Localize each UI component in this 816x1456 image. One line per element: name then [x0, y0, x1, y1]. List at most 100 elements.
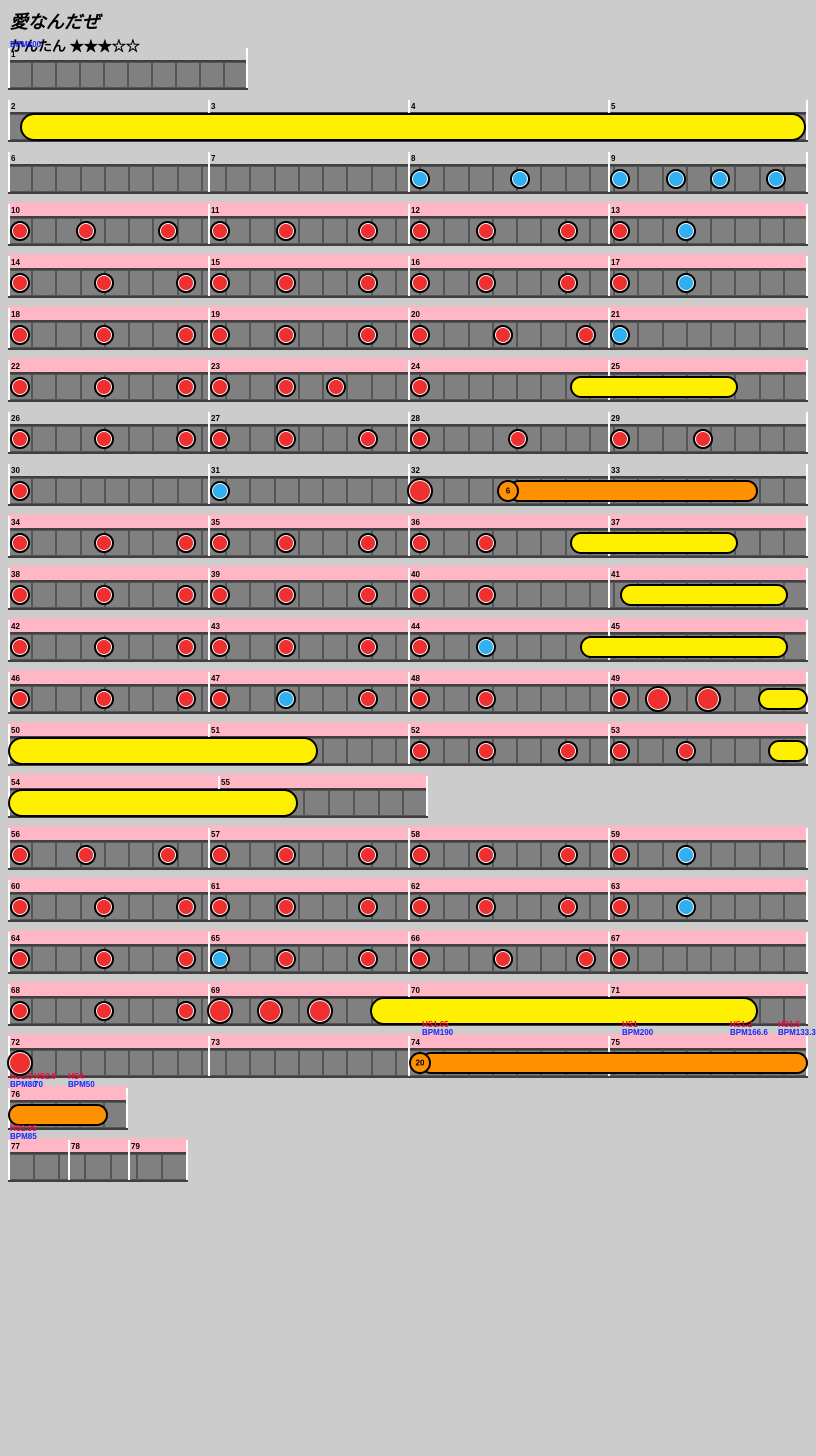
note-don	[76, 221, 96, 241]
bar-line	[408, 880, 410, 920]
bar-line	[608, 308, 610, 348]
bar-number: 75	[611, 1038, 620, 1047]
note-don	[476, 845, 496, 865]
track: 50515253	[8, 736, 808, 766]
bar-line	[608, 880, 610, 920]
bar-number: 62	[411, 882, 420, 891]
note-don	[695, 686, 721, 712]
track: 777879	[8, 1152, 188, 1182]
note-don	[94, 1001, 114, 1021]
bar-number: 32	[411, 466, 420, 475]
bar-line	[608, 828, 610, 868]
note-don	[410, 637, 430, 657]
row: BPM190BPM200BPM166.6BPM133.3HS1.05HS1HS1…	[8, 1048, 808, 1078]
note-don	[94, 429, 114, 449]
note-ka	[610, 169, 630, 189]
note-ka	[666, 169, 686, 189]
bar-number: 24	[411, 362, 420, 371]
roll	[580, 636, 788, 658]
note-don	[276, 585, 296, 605]
balloon-head: 20	[409, 1052, 431, 1074]
row: 68697071	[8, 996, 808, 1026]
bar-number: 6	[11, 154, 15, 163]
bar-number: 47	[211, 674, 220, 683]
note-don	[476, 741, 496, 761]
note-don	[176, 533, 196, 553]
note-don	[276, 897, 296, 917]
bpm-label: BPM50	[68, 1080, 95, 1089]
note-don	[558, 845, 578, 865]
note-don	[358, 325, 378, 345]
bar-number: 54	[11, 778, 20, 787]
bpm-label: BPM200	[10, 40, 41, 49]
bar-number: 26	[11, 414, 20, 423]
bar-number: 11	[211, 206, 219, 215]
note-don	[276, 429, 296, 449]
row: BPM8070BPM50HS2.5HS2.9HS476	[8, 1100, 808, 1130]
note-don	[410, 689, 430, 709]
note-ka	[510, 169, 530, 189]
bar-number: 22	[11, 362, 20, 371]
bar-line	[68, 1140, 70, 1180]
note-don	[410, 429, 430, 449]
bar-number: 43	[211, 622, 220, 631]
note-don	[358, 897, 378, 917]
note-ka	[766, 169, 786, 189]
bar-number: 20	[411, 310, 420, 319]
row: 10111213	[8, 216, 808, 246]
bpm-label: BPM80	[10, 1080, 37, 1089]
note-don	[558, 741, 578, 761]
roll	[8, 737, 318, 765]
note-don	[10, 689, 30, 709]
note-don	[7, 1050, 33, 1076]
note-don	[493, 325, 513, 345]
bar-number: 1	[11, 50, 15, 59]
row: 64656667	[8, 944, 808, 974]
note-don	[10, 533, 30, 553]
bar-number: 2	[11, 102, 15, 111]
note-don	[176, 637, 196, 657]
bpm-label: BPM166.6	[730, 1028, 768, 1037]
bar-line	[408, 568, 410, 608]
roll	[758, 688, 808, 710]
note-don	[10, 949, 30, 969]
note-don	[94, 377, 114, 397]
row: 303132336	[8, 476, 808, 506]
note-ka	[276, 689, 296, 709]
note-don	[176, 325, 196, 345]
bar-line	[208, 568, 210, 608]
bar-line	[8, 412, 10, 452]
bar-number: 51	[211, 726, 220, 735]
bar-number: 49	[611, 674, 620, 683]
note-don	[10, 429, 30, 449]
note-don	[10, 637, 30, 657]
note-don	[10, 897, 30, 917]
note-don	[676, 741, 696, 761]
hs-label: HS4	[68, 1072, 84, 1081]
bar-number: 39	[211, 570, 220, 579]
bar-number: 30	[11, 466, 20, 475]
row: 2345	[8, 112, 808, 142]
note-don	[176, 273, 196, 293]
bar-number: 19	[211, 310, 220, 319]
bar-line	[608, 568, 610, 608]
hs-label: HS2.9	[34, 1072, 56, 1081]
note-don	[358, 429, 378, 449]
bar-line	[8, 100, 10, 140]
track: 303132336	[8, 476, 808, 506]
note-don	[176, 585, 196, 605]
song-title: 愛なんだぜ	[10, 8, 806, 34]
row: 42434445	[8, 632, 808, 662]
bar-number: 68	[11, 986, 20, 995]
note-don	[94, 273, 114, 293]
bar-line	[208, 360, 210, 400]
row: 60616263	[8, 892, 808, 922]
bar-line	[408, 308, 410, 348]
note-don	[476, 689, 496, 709]
note-ka	[410, 169, 430, 189]
bar-number: 57	[211, 830, 220, 839]
bpm-label: BPM133.3	[778, 1028, 816, 1037]
note-don	[410, 325, 430, 345]
row: 18192021	[8, 320, 808, 350]
bar-line	[8, 360, 10, 400]
